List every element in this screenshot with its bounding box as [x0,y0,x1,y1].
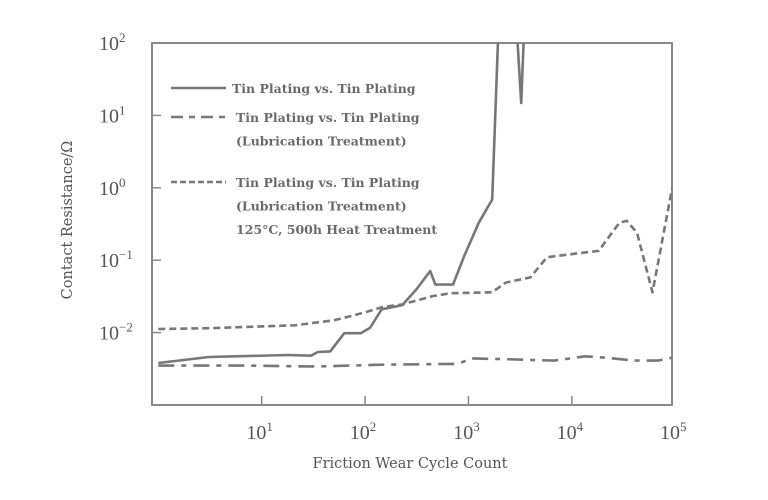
series-line-short-dash [158,187,672,331]
plot-frame [151,42,673,406]
x-tick-label: 104 [557,419,584,444]
legend-entry-text: Tin Plating vs. Tin Plating [236,175,420,190]
y-tick-label: 10−2 [99,320,133,345]
y-tick-label: 100 [99,175,126,200]
x-tick-label: 101 [246,419,273,444]
series-line-dash-dot [158,354,672,368]
legend-entry-text: (Lubrication Treatment) [236,199,407,214]
y-axis-label: Contact Resistance/Ω [60,141,76,300]
x-tick-label: 105 [660,419,687,444]
legend-entry-text: Tin Plating vs. Tin Plating [232,81,416,96]
x-tick-label: 103 [453,419,480,444]
legend-entry-text: (Lubrication Treatment) [236,134,407,149]
legend: Tin Plating vs. Tin Plating Tin Plating v… [171,81,437,237]
x-axis-label: Friction Wear Cycle Count [313,456,508,472]
y-tick-label: 10−1 [99,247,133,272]
legend-entry-text: 125°C, 500h Heat Treatment [236,222,437,237]
x-tick-label: 102 [350,419,377,444]
series-line-solid [158,43,525,365]
y-tick-label: 102 [99,30,126,55]
legend-entry-text: Tin Plating vs. Tin Plating [236,110,420,125]
y-tick-label: 101 [99,102,126,127]
